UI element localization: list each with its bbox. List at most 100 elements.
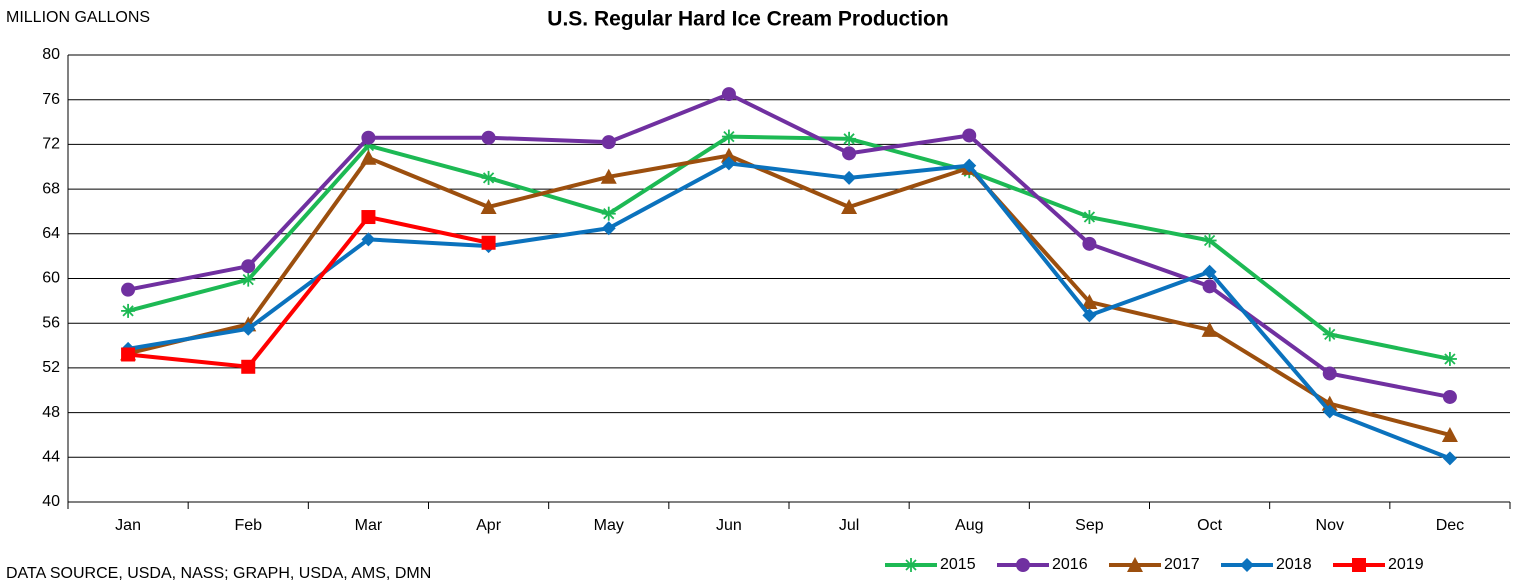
data-point	[360, 149, 377, 165]
data-point	[1322, 366, 1337, 381]
marker-shape	[842, 170, 857, 185]
data-point	[480, 198, 497, 214]
y-tick-label: 56	[42, 314, 60, 331]
data-point	[601, 221, 616, 236]
marker-shape	[905, 559, 917, 571]
marker-shape	[1322, 366, 1337, 381]
data-point	[962, 158, 977, 173]
legend-label: 2018	[1276, 556, 1312, 573]
y-tick-label: 60	[42, 270, 60, 287]
data-point	[481, 170, 496, 185]
data-point	[1082, 210, 1097, 225]
x-tick-label: Jan	[115, 517, 141, 534]
x-tick-label: Mar	[355, 517, 383, 534]
legend-marker	[904, 558, 918, 572]
data-point	[241, 359, 256, 374]
y-tick-label: 52	[42, 359, 60, 376]
data-point	[361, 210, 376, 225]
marker-shape	[600, 168, 617, 184]
series-line	[127, 92, 1451, 399]
marker-shape	[720, 147, 737, 163]
data-point	[241, 321, 256, 336]
x-tick-label: Jul	[839, 517, 859, 534]
marker-shape	[361, 232, 376, 247]
y-tick-label: 48	[42, 404, 60, 421]
marker-shape	[1202, 264, 1217, 279]
data-point	[241, 272, 256, 287]
marker-shape	[1442, 389, 1457, 404]
marker-shape	[1324, 328, 1336, 341]
data-point	[1202, 233, 1217, 248]
legend-label: 2016	[1052, 556, 1088, 573]
data-point	[121, 347, 136, 362]
marker-shape	[361, 210, 376, 225]
x-tick-label: Oct	[1197, 517, 1222, 534]
marker-shape	[481, 235, 496, 250]
marker-shape	[481, 130, 496, 145]
marker-shape	[1441, 426, 1458, 442]
series-line	[127, 161, 1451, 461]
data-point	[121, 282, 136, 297]
data-point	[361, 232, 376, 247]
marker-shape	[1081, 293, 1098, 309]
data-point	[1322, 327, 1337, 342]
marker-shape	[361, 130, 376, 145]
marker-shape	[721, 156, 736, 171]
marker-shape	[1322, 404, 1337, 419]
y-tick-label: 68	[42, 180, 60, 197]
data-point	[842, 170, 857, 185]
marker-shape	[480, 198, 497, 214]
marker-shape	[962, 128, 977, 143]
marker-shape	[1442, 451, 1457, 466]
data-point	[1202, 264, 1217, 279]
y-tick-label: 76	[42, 91, 60, 108]
source-note: DATA SOURCE, USDA, NASS; GRAPH, USDA, AM…	[6, 565, 431, 582]
data-point	[721, 87, 736, 102]
marker-shape	[842, 146, 857, 161]
marker-shape	[601, 221, 616, 236]
marker-shape	[962, 158, 977, 173]
data-point	[481, 130, 496, 145]
data-point	[1202, 279, 1217, 294]
chart-title: U.S. Regular Hard Ice Cream Production	[547, 8, 948, 31]
data-point	[1082, 236, 1097, 251]
marker-shape	[482, 172, 495, 184]
y-tick-label: 40	[42, 493, 60, 510]
marker-shape	[603, 208, 615, 220]
marker-shape	[843, 133, 855, 145]
data-point	[720, 147, 737, 163]
marker-shape	[1444, 353, 1456, 365]
data-point	[1442, 351, 1457, 366]
y-axis-label: MILLION GALLONS	[6, 9, 150, 26]
marker-shape	[241, 359, 256, 374]
legend-marker	[1127, 557, 1143, 572]
data-point	[241, 259, 256, 274]
marker-shape	[241, 321, 256, 336]
data-point	[721, 129, 736, 144]
x-tick-label: Aug	[955, 517, 983, 534]
data-point	[600, 168, 617, 184]
legend-label: 2017	[1164, 556, 1200, 573]
data-point	[601, 206, 616, 221]
marker-shape	[601, 135, 616, 150]
x-tick-label: Jun	[716, 517, 742, 534]
legend-label: 2015	[940, 556, 976, 573]
y-tick-label: 64	[42, 225, 60, 242]
data-point	[841, 198, 858, 214]
marker-shape	[1352, 558, 1366, 572]
marker-shape	[1083, 211, 1096, 223]
data-point	[1442, 451, 1457, 466]
marker-shape	[242, 273, 254, 286]
legend-marker	[1240, 558, 1254, 572]
data-point	[1441, 426, 1458, 442]
series-line	[127, 153, 1451, 437]
marker-shape	[841, 198, 858, 214]
x-tick-label: Feb	[234, 517, 262, 534]
data-point	[601, 135, 616, 150]
series-line	[127, 134, 1451, 361]
marker-shape	[721, 87, 736, 102]
marker-shape	[360, 149, 377, 165]
marker-shape	[1202, 279, 1217, 294]
